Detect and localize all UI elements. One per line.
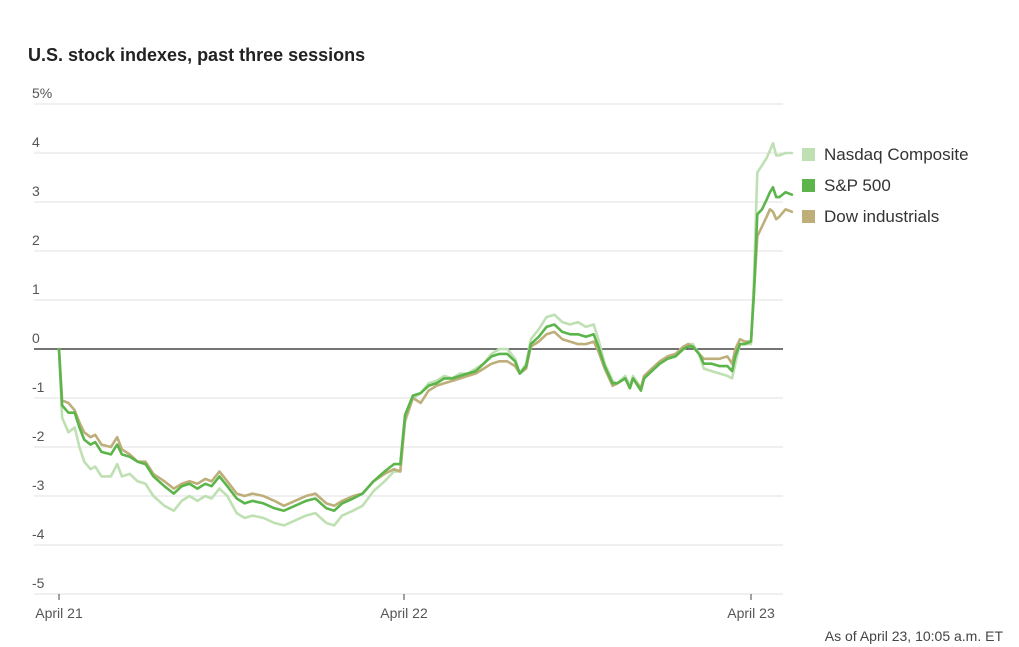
legend-swatch-dow xyxy=(802,210,815,223)
y-tick-label: 0 xyxy=(32,330,40,346)
legend-label-dow: Dow industrials xyxy=(824,206,940,226)
legend-swatch-nasdaq xyxy=(802,148,815,161)
y-tick-label: 4 xyxy=(32,134,40,150)
y-tick-label: 3 xyxy=(32,183,40,199)
y-tick-label: -2 xyxy=(32,428,45,444)
y-tick-label: -3 xyxy=(32,477,45,493)
y-tick-label: -1 xyxy=(32,379,45,395)
legend-item-nasdaq: Nasdaq Composite xyxy=(802,139,969,170)
x-tick-label: April 22 xyxy=(380,605,428,621)
series-line-dow xyxy=(57,208,794,508)
x-tick-label: April 21 xyxy=(35,605,83,621)
series-line-sp500 xyxy=(57,186,794,512)
y-tick-label: -4 xyxy=(32,526,45,542)
chart-title: U.S. stock indexes, past three sessions xyxy=(28,45,366,65)
x-tick-label: April 23 xyxy=(727,605,775,621)
legend-swatch-sp500 xyxy=(802,179,815,192)
legend-item-dow: Dow industrials xyxy=(802,201,969,232)
y-tick-label: -5 xyxy=(32,575,45,591)
series-line-nasdaq xyxy=(57,141,794,527)
y-tick-label: 2 xyxy=(32,232,40,248)
legend-item-sp500: S&P 500 xyxy=(802,170,969,201)
legend-label-sp500: S&P 500 xyxy=(824,175,891,195)
chart-legend: Nasdaq Composite S&P 500 Dow industrials xyxy=(802,139,969,232)
y-tick-label: 1 xyxy=(32,281,40,297)
y-tick-label: 5% xyxy=(32,85,52,101)
legend-label-nasdaq: Nasdaq Composite xyxy=(824,144,969,164)
timestamp-footnote: As of April 23, 10:05 a.m. ET xyxy=(824,628,1003,644)
